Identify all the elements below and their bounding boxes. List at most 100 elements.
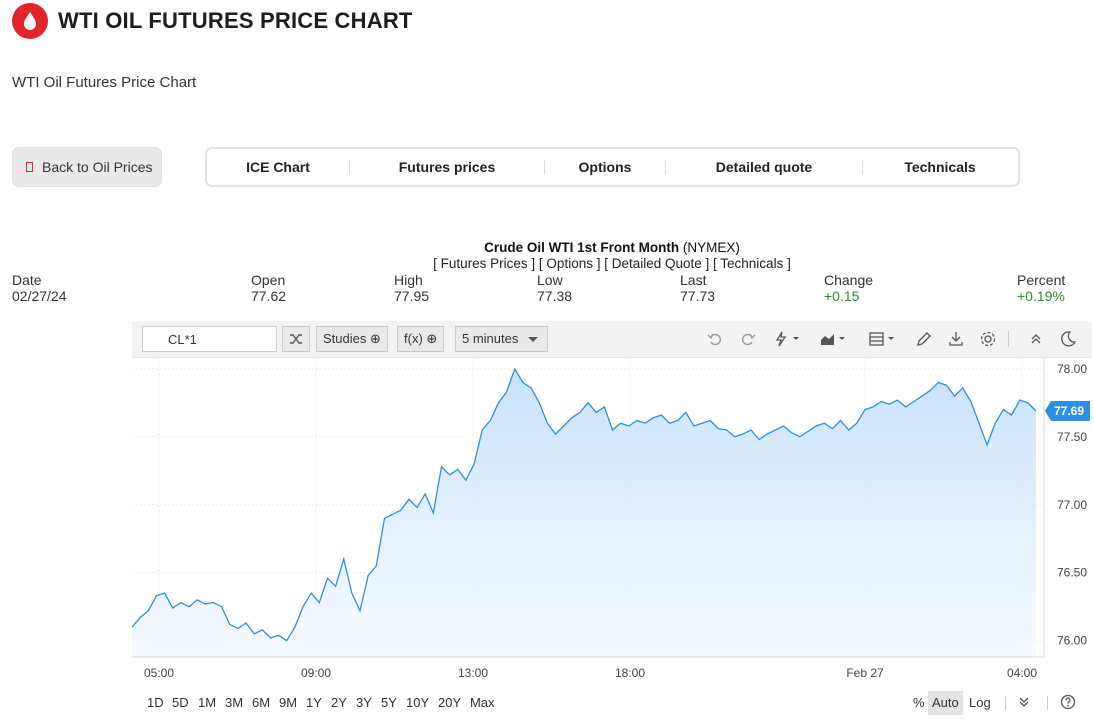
stat-value: 02/27/24	[12, 288, 67, 304]
expand-down-icon[interactable]	[1017, 695, 1031, 712]
stat-label: Percent	[1017, 272, 1066, 288]
pencil-icon[interactable]	[914, 330, 934, 348]
gear-icon[interactable]	[978, 330, 998, 348]
stat-last: Last 77.73	[680, 272, 715, 304]
stat-label: Open	[251, 272, 286, 288]
interval-select[interactable]: 5 minutes	[455, 326, 548, 352]
area-chart-icon[interactable]	[818, 330, 850, 348]
instrument-name: Crude Oil WTI 1st Front Month	[484, 240, 680, 255]
bottom-divider	[1047, 696, 1048, 710]
stat-label: Change	[824, 272, 874, 288]
interval-label: 5 minutes	[462, 331, 519, 346]
fx-button[interactable]: f(x) ⊕	[397, 326, 445, 352]
tab-ice-chart[interactable]: ICE Chart	[246, 159, 310, 175]
range-1m[interactable]: 1M	[198, 695, 217, 710]
price-line	[132, 367, 1037, 642]
help-icon[interactable]	[1060, 694, 1076, 713]
scale-percent[interactable]: %	[913, 695, 925, 710]
range-10y[interactable]: 10Y	[406, 695, 430, 710]
stat-value: 77.73	[680, 288, 716, 304]
back-to-oil-prices-button[interactable]: Back to Oil Prices	[12, 147, 162, 187]
last-price-label: 77.69	[1054, 404, 1084, 418]
range-9m[interactable]: 9M	[279, 695, 298, 710]
redo-icon[interactable]	[738, 330, 758, 348]
range-6m[interactable]: 6M	[252, 695, 271, 710]
stat-label: High	[394, 272, 423, 288]
layout-icon[interactable]	[867, 330, 899, 348]
fx-label: f(x)	[404, 331, 423, 346]
studies-button[interactable]: Studies ⊕	[316, 326, 388, 352]
stat-date: Date 02/27/24	[12, 272, 67, 304]
caret-down-icon	[528, 337, 538, 342]
studies-label: Studies	[323, 331, 367, 346]
chart-bottom-bar: 1D 5D 1M 3M 6M 9M 1Y 2Y 3Y 5Y 10Y 20Y Ma…	[132, 688, 1092, 717]
x-tick-label: 04:00	[1007, 666, 1037, 680]
tab-divider	[544, 160, 545, 174]
tab-detailed-quote[interactable]: Detailed quote	[715, 159, 813, 175]
shuffle-icon	[290, 334, 302, 344]
y-tick-label: 76.50	[1057, 566, 1087, 580]
range-max[interactable]: Max	[470, 695, 495, 710]
shuffle-button[interactable]	[282, 326, 310, 352]
range-1y[interactable]: 1Y	[306, 695, 322, 710]
last-price-tag	[1045, 401, 1090, 422]
scale-log[interactable]: Log	[969, 695, 991, 710]
y-tick-label: 78.00	[1057, 362, 1087, 376]
moon-icon[interactable]	[1058, 330, 1078, 348]
x-tick-label: Feb 27	[846, 666, 884, 680]
page-title: WTI OIL FUTURES PRICE CHART	[58, 8, 413, 33]
stat-high: High 77.95	[394, 272, 429, 304]
lightning-icon[interactable]	[772, 330, 804, 348]
tab-options[interactable]: Options	[578, 159, 632, 175]
stat-value: 77.62	[251, 288, 287, 304]
quote-title: Crude Oil WTI 1st Front Month (NYMEX)	[0, 240, 1094, 255]
price-area	[132, 368, 1036, 657]
download-icon[interactable]	[946, 330, 966, 348]
range-1d[interactable]: 1D	[147, 695, 164, 710]
range-3m[interactable]: 3M	[225, 695, 244, 710]
tab-divider	[862, 160, 863, 174]
stat-percent: Percent +0.19%	[1017, 272, 1065, 304]
stat-value: +0.15	[824, 288, 860, 304]
stat-value: 77.95	[394, 288, 430, 304]
tab-divider	[665, 160, 666, 174]
page-subtitle: WTI Oil Futures Price Chart	[12, 74, 197, 91]
chart-toolbar: Studies ⊕ f(x) ⊕ 5 minutes	[132, 321, 1092, 358]
range-5d[interactable]: 5D	[172, 695, 189, 710]
chart-widget: Studies ⊕ f(x) ⊕ 5 minutes	[132, 321, 1092, 717]
back-icon	[26, 162, 33, 172]
tab-technicals[interactable]: Technicals	[904, 159, 976, 175]
stat-label: Last	[680, 272, 707, 288]
x-tick-label: 13:00	[458, 666, 488, 680]
y-tick-label: 77.50	[1057, 430, 1087, 444]
oil-drop-logo	[12, 3, 48, 39]
y-tick-label: 77.00	[1057, 498, 1087, 512]
x-tick-label: 18:00	[615, 666, 645, 680]
toolbar-divider	[1008, 331, 1009, 347]
price-chart[interactable]: 76.00 76.50 77.00 77.50 78.00 05:00 09:00 13:0…	[132, 358, 1092, 688]
range-5y[interactable]: 5Y	[381, 695, 397, 710]
symbol-input[interactable]	[142, 326, 277, 352]
stat-open: Open 77.62	[251, 272, 286, 304]
bottom-divider	[1005, 696, 1006, 710]
stat-label: Low	[537, 272, 563, 288]
range-20y[interactable]: 20Y	[438, 695, 462, 710]
collapse-icon[interactable]	[1026, 330, 1046, 348]
stat-value: +0.19%	[1017, 288, 1065, 304]
stat-value: 77.38	[537, 288, 573, 304]
tab-divider	[349, 160, 350, 174]
x-tick-label: 09:00	[301, 666, 331, 680]
range-3y[interactable]: 3Y	[356, 695, 372, 710]
quote-links[interactable]: [ Futures Prices ] [ Options ] [ Detaile…	[433, 256, 791, 271]
plus-circle-icon: ⊕	[370, 331, 381, 346]
undo-icon[interactable]	[705, 330, 725, 348]
nav-tabs: ICE Chart Futures prices Options Detaile…	[205, 147, 1020, 187]
exchange-name: (NYMEX)	[682, 240, 740, 255]
stat-low: Low 77.38	[537, 272, 572, 304]
plus-circle-icon: ⊕	[426, 331, 438, 346]
stat-change: Change +0.15	[824, 272, 873, 304]
range-2y[interactable]: 2Y	[331, 695, 347, 710]
tab-futures-prices[interactable]: Futures prices	[398, 159, 496, 175]
x-tick-label: 05:00	[144, 666, 174, 680]
scale-auto[interactable]: Auto	[928, 691, 963, 715]
